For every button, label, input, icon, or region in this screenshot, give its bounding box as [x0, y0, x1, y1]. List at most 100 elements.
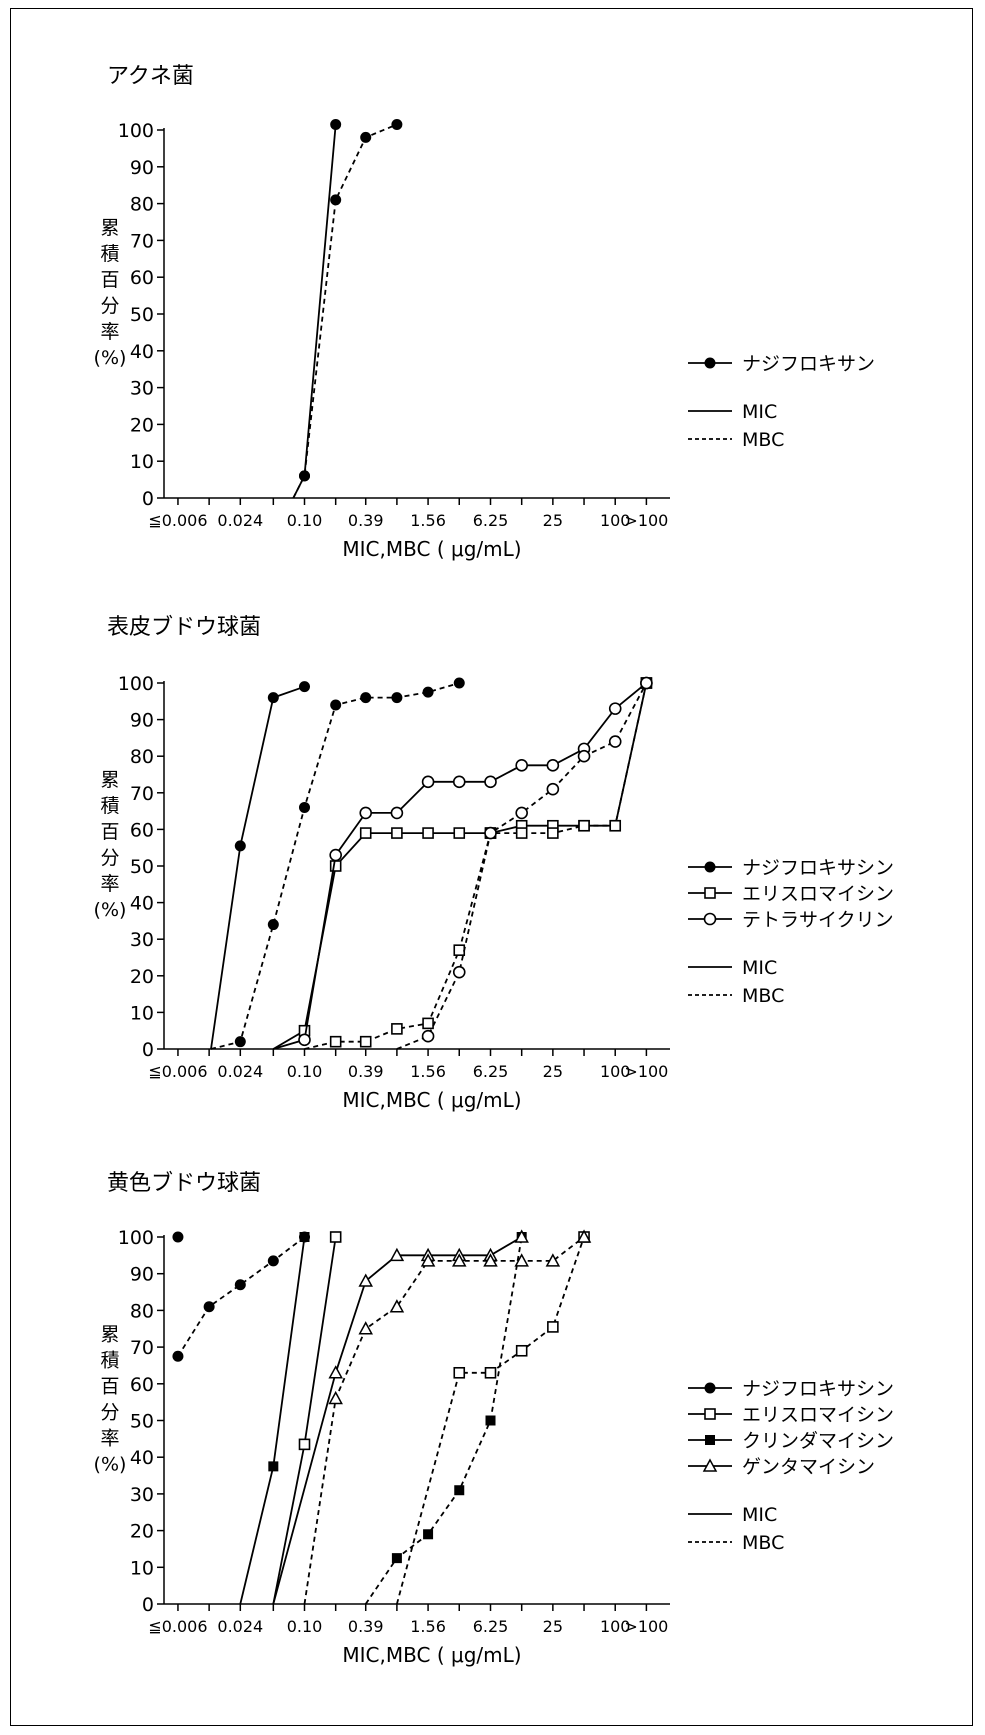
x-tick-label: 100: [600, 1062, 631, 1081]
x-tick-label: >100: [624, 1062, 668, 1081]
data-point: [640, 676, 653, 690]
y-axis-title-char: 分: [100, 847, 119, 869]
y-axis-title-char: 百: [100, 269, 119, 291]
x-tick-label: 100: [600, 1617, 631, 1636]
y-tick-label: 30: [130, 378, 154, 400]
data-point: [330, 194, 342, 206]
data-point: [703, 912, 717, 926]
data-point: [421, 1029, 435, 1043]
x-tick-label: 100: [600, 511, 631, 530]
legend-mbc-label: MBC: [742, 1532, 784, 1554]
legend-mbc-label: MBC: [742, 429, 784, 451]
x-tick-label: 1.56: [410, 1062, 446, 1081]
y-tick-label: 10: [130, 451, 154, 473]
data-point: [360, 131, 372, 143]
y-axis-title-char: 率: [100, 321, 119, 343]
x-tick-label: 0.39: [348, 1062, 384, 1081]
data-point: [608, 702, 622, 715]
y-tick-label: 10: [130, 1002, 154, 1024]
series-line: [272, 682, 648, 1050]
data-point: [514, 1229, 529, 1243]
data-point: [704, 357, 716, 369]
data-point: [420, 1253, 436, 1267]
y-axis-title-char: 累: [100, 1324, 119, 1346]
data-point: [484, 1366, 497, 1379]
data-point: [359, 1035, 372, 1048]
data-point: [358, 1273, 373, 1287]
series-line: [292, 123, 398, 499]
x-axis-title: MIC,MBC ( μg/mL): [342, 1088, 521, 1112]
data-point: [298, 1438, 311, 1451]
data-point: [203, 1301, 215, 1313]
y-axis-title-char: 率: [100, 1428, 119, 1450]
legend-label: クリンダマイシン: [742, 1430, 894, 1452]
series-line: [177, 1236, 306, 1357]
y-tick-label: 10: [130, 1557, 154, 1579]
legend-label: ゲンタマイシン: [742, 1456, 875, 1478]
y-axis-title-char: 百: [100, 821, 119, 843]
data-point: [298, 1033, 311, 1047]
data-point: [546, 782, 560, 796]
data-point: [485, 1415, 496, 1426]
data-point: [547, 1321, 559, 1333]
y-axis-title-char: 積: [100, 795, 119, 817]
data-point: [422, 1017, 434, 1030]
data-point: [330, 699, 342, 711]
series-line: [396, 1236, 585, 1605]
data-point: [389, 1247, 405, 1262]
data-point: [546, 759, 560, 772]
legend-label: ナジフロキサシン: [742, 1378, 894, 1400]
data-point: [608, 735, 622, 748]
data-point: [514, 1253, 529, 1267]
data-point: [267, 919, 279, 931]
y-tick-label: 80: [130, 746, 154, 768]
data-point: [453, 944, 466, 956]
data-point: [330, 118, 342, 130]
data-point: [422, 686, 434, 698]
data-point: [329, 860, 342, 872]
y-tick-label: 20: [130, 966, 154, 988]
data-point: [389, 1299, 405, 1313]
data-point: [483, 1253, 498, 1267]
y-axis-title-char: (%): [94, 1454, 127, 1476]
x-tick-label: 6.25: [473, 511, 509, 530]
legend-mic-label: MIC: [742, 957, 777, 979]
x-tick-label: 0.39: [348, 1617, 384, 1636]
series-line: [303, 1236, 585, 1605]
x-tick-label: ≦0.006: [148, 511, 207, 530]
data-point: [704, 887, 716, 899]
legend-label: ナジフロキサシン: [742, 857, 894, 879]
data-point: [515, 759, 528, 772]
y-axis-title-char: 累: [100, 769, 119, 791]
x-tick-label: 1.56: [410, 511, 446, 530]
data-point: [454, 1485, 465, 1496]
y-axis-title-char: 分: [100, 295, 119, 317]
series-line: [364, 1236, 523, 1605]
series-line: [292, 124, 337, 499]
data-point: [299, 681, 311, 693]
data-point: [359, 806, 373, 820]
data-point: [702, 1458, 718, 1472]
data-point: [299, 801, 311, 813]
x-tick-label: 0.10: [287, 1617, 323, 1636]
panel-title: アクネ菌: [107, 64, 194, 89]
data-point: [172, 1350, 184, 1362]
y-tick-label: 100: [118, 1227, 154, 1249]
legend-label: エリスロマイシン: [742, 883, 894, 905]
legend-label: ナジフロキサン: [742, 353, 875, 375]
figure-frame: [10, 8, 973, 1726]
y-tick-label: 60: [130, 1374, 154, 1396]
data-point: [453, 827, 466, 839]
y-axis-title-char: 積: [100, 1350, 119, 1372]
data-point: [390, 806, 404, 820]
y-tick-label: 40: [130, 341, 154, 363]
x-tick-label: 0.024: [217, 1617, 263, 1636]
y-axis-title-char: 積: [100, 243, 119, 265]
series-line: [396, 682, 648, 1050]
y-tick-label: 60: [130, 267, 154, 289]
y-tick-label: 60: [130, 819, 154, 841]
data-point: [704, 861, 716, 873]
y-tick-label: 30: [130, 1484, 154, 1506]
data-point: [391, 118, 403, 130]
